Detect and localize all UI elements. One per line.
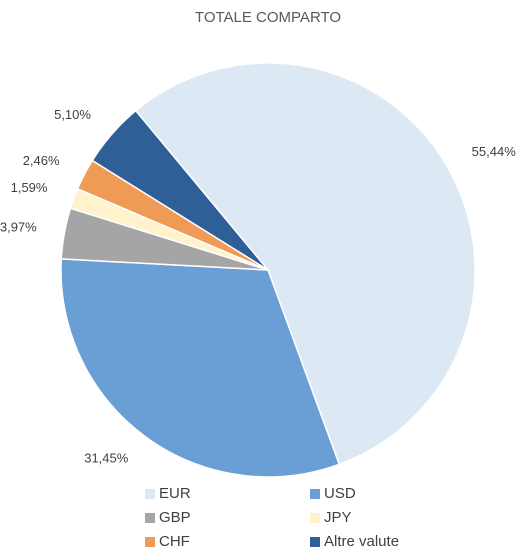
- chart-title: TOTALE COMPARTO: [195, 9, 341, 26]
- legend-swatch: [145, 489, 155, 499]
- legend-swatch: [145, 537, 155, 547]
- pie-slice: [91, 109, 269, 271]
- legend: EUR USD GBP JPY CHF Altre valute: [145, 485, 399, 550]
- legend-swatch: [310, 537, 320, 547]
- legend-label: USD: [324, 485, 356, 502]
- legend-label: EUR: [159, 485, 191, 502]
- legend-swatch: [310, 489, 320, 499]
- legend-swatch: [145, 513, 155, 523]
- data-label: 31,45%: [84, 450, 129, 465]
- data-label: 5,10%: [54, 107, 91, 122]
- legend-swatch: [310, 513, 320, 523]
- data-label: 3,97%: [0, 220, 37, 235]
- legend-label: Altre valute: [324, 533, 399, 550]
- legend-label: JPY: [324, 509, 352, 526]
- legend-label: CHF: [159, 533, 190, 550]
- pie-slice: [60, 258, 341, 478]
- data-label: 2,46%: [23, 153, 60, 168]
- data-label: 55,44%: [472, 144, 517, 159]
- data-label: 1,59%: [11, 180, 48, 195]
- legend-label: GBP: [159, 509, 191, 526]
- pie-slice: [134, 62, 476, 466]
